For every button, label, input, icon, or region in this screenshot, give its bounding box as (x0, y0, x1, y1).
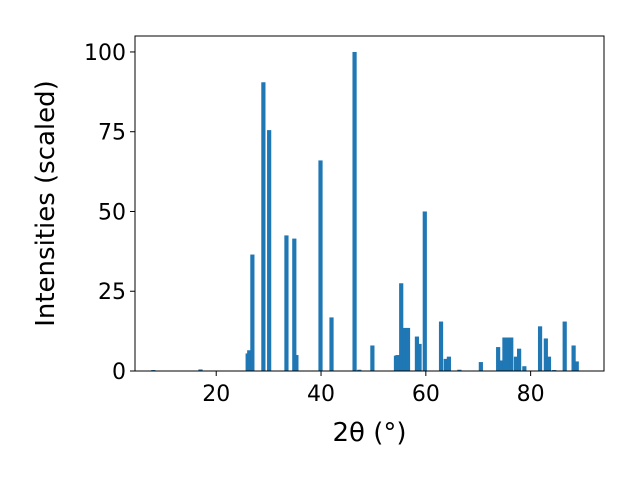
plot-frame (134, 35, 605, 372)
bar-38 (546, 356, 552, 371)
bar-42 (574, 361, 579, 371)
bar-21 (417, 343, 422, 371)
x-tick-label-1: 40 (307, 382, 335, 407)
y-tick-label-1: 25 (98, 280, 126, 305)
bar-13 (357, 369, 362, 371)
bar-41 (571, 345, 576, 371)
bar-32 (509, 337, 514, 371)
bar-18 (402, 327, 407, 371)
bar-11 (329, 317, 334, 371)
bar-40 (562, 321, 567, 371)
bar-19 (405, 327, 411, 371)
bar-3 (247, 350, 252, 371)
bar-31 (505, 337, 510, 371)
y-tick-label-2: 50 (98, 200, 126, 225)
bars-group (151, 51, 579, 371)
bar-29 (498, 360, 503, 371)
y-tick-label-3: 75 (98, 121, 126, 146)
bar-6 (267, 130, 272, 371)
bar-1 (198, 369, 203, 371)
bar-37 (543, 338, 548, 371)
bar-10 (318, 160, 323, 371)
bar-17 (399, 283, 404, 371)
bar-35 (522, 366, 527, 371)
x-tick-label-3: 80 (517, 382, 545, 407)
bar-16 (395, 355, 400, 371)
bar-24 (443, 358, 448, 371)
bar-34 (517, 348, 522, 371)
bar-9 (294, 355, 299, 371)
bar-12 (352, 51, 357, 371)
y-axis-label: Intensities (scaled) (31, 80, 61, 327)
y-tick-label-4: 100 (84, 41, 126, 66)
bar-20 (414, 336, 420, 371)
bar-4 (250, 254, 255, 371)
bar-26 (457, 369, 462, 371)
bar-7 (284, 235, 289, 371)
axes-group: 20 40 60 80 0 25 50 75 100 (84, 35, 605, 407)
x-axis-label: 2θ (°) (332, 418, 406, 448)
bar-25 (446, 356, 451, 371)
bar-30 (502, 337, 507, 371)
bar-28 (496, 347, 501, 371)
x-tick-label-2: 60 (412, 382, 440, 407)
bar-33 (513, 356, 519, 371)
bar-23 (438, 321, 444, 371)
bar-27 (478, 362, 483, 371)
y-tick-label-0: 0 (112, 360, 126, 385)
bar-8 (292, 238, 297, 371)
bar-36 (537, 326, 543, 371)
bar-5 (261, 82, 266, 371)
x-tick-label-0: 20 (202, 382, 230, 407)
bar-22 (422, 211, 427, 371)
bar-14 (370, 345, 375, 371)
